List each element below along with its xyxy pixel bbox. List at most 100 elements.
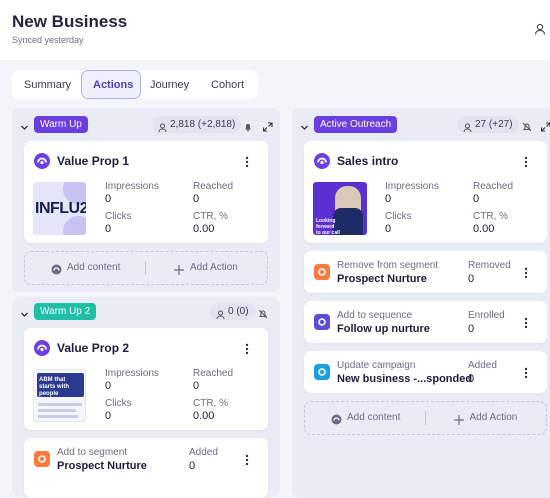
content-card: Sales intro Looking forward to our call Im…	[304, 141, 547, 243]
group-badge: Warm Up 2	[34, 303, 97, 320]
header-icon[interactable]	[262, 119, 273, 132]
menu-button[interactable]	[244, 155, 250, 168]
stat-label: Clicks	[105, 211, 132, 222]
collapse-toggle-svg	[21, 125, 28, 130]
menu-button-svg	[524, 156, 528, 168]
action-target: Follow up nurture	[337, 323, 430, 335]
audience-icon-svg	[463, 123, 472, 133]
add-action-icon-svg	[453, 415, 464, 425]
audience-count: 2,818 (+2,818)	[152, 116, 242, 133]
group-badge: Warm Up	[34, 116, 88, 133]
action-stat-value: 0	[468, 373, 475, 385]
add-action-icon[interactable]	[453, 412, 464, 425]
header: New Business Synced yesterday	[0, 0, 550, 60]
sync-status: Synced yesterday	[12, 35, 84, 45]
header-icon[interactable]	[522, 119, 532, 132]
action-stat-label: Added	[189, 447, 218, 458]
tab[interactable]: Cohort	[211, 79, 245, 91]
stat-label: CTR, %	[473, 211, 508, 222]
audience-count: 27 (+27)	[457, 116, 519, 133]
integration-icon	[314, 364, 330, 380]
menu-button[interactable]	[523, 366, 529, 379]
stat-value: 0.00	[193, 410, 215, 422]
content-icon-svg	[34, 340, 50, 356]
content-card: Value Prop 2 ABM that starts with people I…	[24, 328, 268, 430]
audience-icon	[158, 120, 167, 133]
audience-icon	[463, 120, 472, 133]
user-icon[interactable]	[534, 23, 546, 35]
stat-value: 0	[193, 380, 200, 392]
decor	[38, 403, 82, 406]
action-stat-value: 0	[189, 460, 196, 472]
integration-icon	[314, 264, 330, 280]
header-icon-svg	[262, 122, 273, 132]
menu-button[interactable]	[523, 266, 529, 279]
divider	[145, 261, 146, 275]
action-label: Update campaign	[337, 360, 416, 371]
add-action-button[interactable]: Add Action	[469, 412, 518, 423]
page-title: New Business	[12, 12, 128, 31]
stat-label: Reached	[193, 368, 234, 379]
thumbnail: INFLU2	[33, 182, 86, 235]
stat-label: Impressions	[385, 181, 439, 192]
stat-value: 0	[105, 193, 112, 205]
tab[interactable]: Actions	[93, 79, 134, 91]
add-content-icon[interactable]	[51, 262, 62, 275]
header-icon[interactable]	[540, 119, 550, 132]
decor	[63, 216, 86, 235]
stat-label: Reached	[193, 181, 234, 192]
collapse-toggle-svg	[301, 125, 308, 130]
content-title: Value Prop 2	[57, 341, 130, 355]
add-content-icon[interactable]	[331, 412, 342, 425]
divider	[424, 411, 426, 425]
action-stat-value: 0	[468, 273, 475, 285]
audience-icon	[216, 307, 225, 320]
stat-label: Impressions	[105, 181, 159, 192]
header-icon[interactable]	[243, 119, 253, 132]
decor	[63, 182, 86, 204]
action-stat-label: Removed	[468, 260, 511, 271]
menu-button[interactable]	[244, 342, 250, 355]
content-icon	[34, 153, 50, 169]
action-label: Remove from segment	[337, 260, 439, 271]
tab-bar: Summary Actions Journey Cohort	[12, 70, 258, 99]
content-icon-svg	[314, 153, 330, 169]
thumbnail: ABM that starts with people	[33, 369, 86, 422]
decor	[37, 373, 84, 397]
header-icon-svg	[258, 309, 268, 319]
thumbnail: Looking forward to our call	[313, 182, 367, 235]
audience-icon-svg	[216, 310, 225, 320]
add-content-button[interactable]: Add content	[347, 412, 401, 423]
collapse-toggle[interactable]	[300, 119, 309, 130]
stat-value: 0	[105, 380, 112, 392]
action-label: Add to segment	[57, 447, 128, 458]
menu-button[interactable]	[523, 316, 529, 329]
action-card: Update campaign New business -...sponded A…	[304, 351, 547, 393]
stat-value: 0.00	[473, 223, 495, 235]
add-box: Add content Add Action	[304, 401, 547, 435]
collapse-toggle[interactable]	[20, 119, 29, 130]
action-card: Remove from segment Prospect Nurture Remov…	[304, 251, 547, 293]
integration-icon-svg	[314, 314, 330, 330]
thumbnail-text: ABM that starts with people	[39, 377, 70, 397]
integration-icon-svg	[314, 364, 330, 380]
add-action-icon[interactable]	[174, 262, 184, 275]
content-card: Value Prop 1 INFLU2 Impressions 0 Reached 0 Cl…	[24, 141, 268, 243]
menu-button[interactable]	[523, 155, 529, 168]
tab[interactable]: Journey	[150, 79, 190, 91]
active-tab[interactable]	[81, 70, 141, 99]
menu-button-svg	[524, 367, 528, 379]
collapse-toggle[interactable]	[20, 306, 29, 317]
menu-button-svg	[524, 267, 528, 279]
action-label: Add to sequence	[337, 310, 413, 321]
add-action-icon-svg	[174, 265, 184, 275]
collapse-toggle-svg	[21, 312, 28, 317]
header-icon[interactable]	[258, 306, 268, 319]
tab[interactable]: Summary	[24, 79, 72, 91]
menu-button[interactable]	[244, 453, 250, 466]
stat-label: Reached	[473, 181, 514, 192]
add-action-button[interactable]: Add Action	[190, 262, 238, 273]
add-content-button[interactable]: Add content	[67, 262, 121, 273]
